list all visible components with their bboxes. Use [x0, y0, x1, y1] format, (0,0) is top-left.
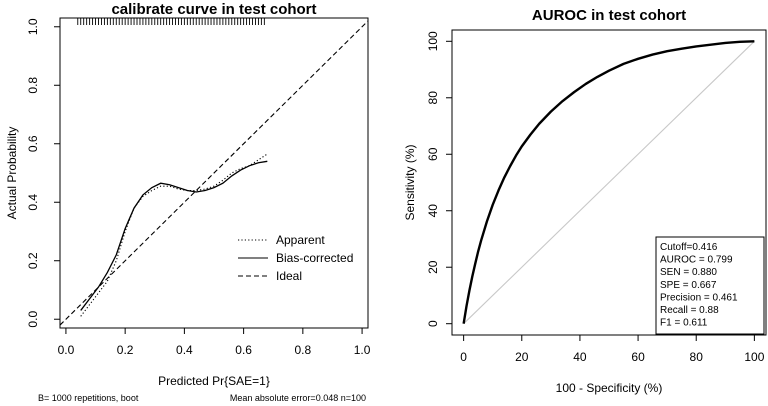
footnote-mean-error: Mean absolute error=0.048 n=100 [230, 393, 366, 403]
x-tick-label: 0.2 [117, 343, 134, 357]
roc-x-ticks: 0 20 40 60 80 100 [460, 335, 765, 364]
metric-line: SEN = 0.880 [660, 267, 717, 278]
x-tick-label: 0.0 [58, 343, 75, 357]
y-tick-label: 0.0 [26, 311, 40, 328]
metric-line: Precision = 0.461 [660, 292, 738, 303]
y-tick-label: 0 [426, 320, 440, 327]
x-tick-label: 80 [690, 350, 704, 364]
roc-curve [462, 40, 755, 324]
x-tick-label: 1.0 [354, 343, 371, 357]
calibration-chart: 0.0 0.2 0.4 0.6 0.8 1.0 0.0 0.2 0.4 0.6 0.8 1.0 ca… [5, 1, 371, 403]
calibration-y-ticks: 0.0 0.2 0.4 0.6 0.8 1.0 [26, 18, 60, 328]
metrics-frame [655, 236, 765, 335]
y-tick-label: 100 [426, 31, 440, 51]
calibration-title: calibrate curve in test cohort [111, 1, 316, 18]
y-tick-label: 0.6 [26, 135, 40, 152]
calibration-series [60, 20, 368, 326]
y-tick-label: 20 [426, 260, 440, 274]
calibration-legend: Apparent Bias-corrected Ideal [238, 233, 353, 283]
x-tick-label: 40 [573, 350, 587, 364]
metric-line: F1 = 0.611 [660, 318, 708, 329]
metric-line: AUROC = 0.799 [660, 255, 733, 266]
calibration-y-axis-title: Actual Probability [5, 127, 19, 220]
series-line-apparent [80, 153, 268, 317]
metric-line: Cutoff=0.416 [660, 242, 718, 253]
footnote-repetitions: B= 1000 repetitions, boot [38, 393, 139, 403]
metric-line: SPE = 0.667 [660, 280, 717, 291]
roc-plot-area [451, 29, 767, 336]
y-tick-label: 60 [426, 147, 440, 161]
series-line-bias-corrected [80, 160, 268, 311]
x-tick-label: 20 [515, 350, 529, 364]
series-line-ideal [60, 20, 368, 326]
roc-chart: 0 20 40 60 80 100 0 20 40 60 80 100 AUROC in test … [403, 7, 767, 395]
y-tick-label: 0.8 [26, 77, 40, 94]
reference-diagonal [463, 40, 755, 325]
roc-x-axis-title: 100 - Specificity (%) [556, 381, 663, 395]
metric-line: Recall = 0.88 [660, 305, 719, 316]
roc-title: AUROC in test cohort [532, 7, 686, 24]
calibration-x-axis-title: Predicted Pr{SAE=1} [158, 374, 270, 388]
y-tick-label: 0.4 [26, 194, 40, 211]
y-tick-label: 1.0 [26, 18, 40, 35]
y-tick-label: 0.2 [26, 252, 40, 269]
x-tick-label: 0 [460, 350, 467, 364]
x-tick-label: 0.8 [295, 343, 312, 357]
legend-label: Ideal [276, 269, 302, 283]
y-tick-label: 40 [426, 204, 440, 218]
roc-series [462, 40, 755, 325]
roc-y-ticks: 0 20 40 60 80 100 [426, 31, 452, 327]
x-tick-label: 0.4 [176, 343, 193, 357]
roc-y-axis-title: Sensitivity (%) [403, 144, 417, 220]
x-tick-label: 100 [744, 350, 764, 364]
legend-label: Apparent [276, 233, 325, 247]
legend-label: Bias-corrected [276, 251, 353, 265]
rug-marks [77, 18, 265, 25]
x-tick-label: 60 [631, 350, 645, 364]
calibration-x-ticks: 0.0 0.2 0.4 0.6 0.8 1.0 [58, 328, 371, 357]
y-tick-label: 80 [426, 91, 440, 105]
x-tick-label: 0.6 [235, 343, 252, 357]
